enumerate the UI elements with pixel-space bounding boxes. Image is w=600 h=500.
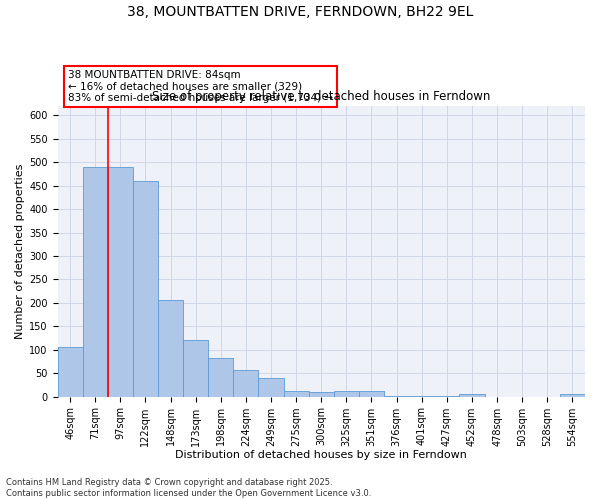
Text: 38, MOUNTBATTEN DRIVE, FERNDOWN, BH22 9EL: 38, MOUNTBATTEN DRIVE, FERNDOWN, BH22 9E… xyxy=(127,5,473,19)
Bar xyxy=(233,370,259,396)
Bar xyxy=(158,300,183,396)
Text: 38 MOUNTBATTEN DRIVE: 84sqm
← 16% of detached houses are smaller (329)
83% of se: 38 MOUNTBATTEN DRIVE: 84sqm ← 16% of det… xyxy=(68,70,333,103)
Bar xyxy=(259,378,284,396)
Bar xyxy=(183,340,208,396)
Bar xyxy=(334,392,359,396)
Bar xyxy=(359,392,384,396)
Bar xyxy=(133,181,158,396)
Title: Size of property relative to detached houses in Ferndown: Size of property relative to detached ho… xyxy=(152,90,490,104)
Bar xyxy=(108,167,133,396)
Bar xyxy=(58,348,83,397)
Bar xyxy=(560,394,585,396)
Bar xyxy=(308,392,334,396)
Bar xyxy=(83,167,108,396)
Bar xyxy=(284,390,308,396)
Text: Contains HM Land Registry data © Crown copyright and database right 2025.
Contai: Contains HM Land Registry data © Crown c… xyxy=(6,478,371,498)
X-axis label: Distribution of detached houses by size in Ferndown: Distribution of detached houses by size … xyxy=(175,450,467,460)
Bar xyxy=(460,394,485,396)
Y-axis label: Number of detached properties: Number of detached properties xyxy=(15,164,25,339)
Bar xyxy=(208,358,233,397)
